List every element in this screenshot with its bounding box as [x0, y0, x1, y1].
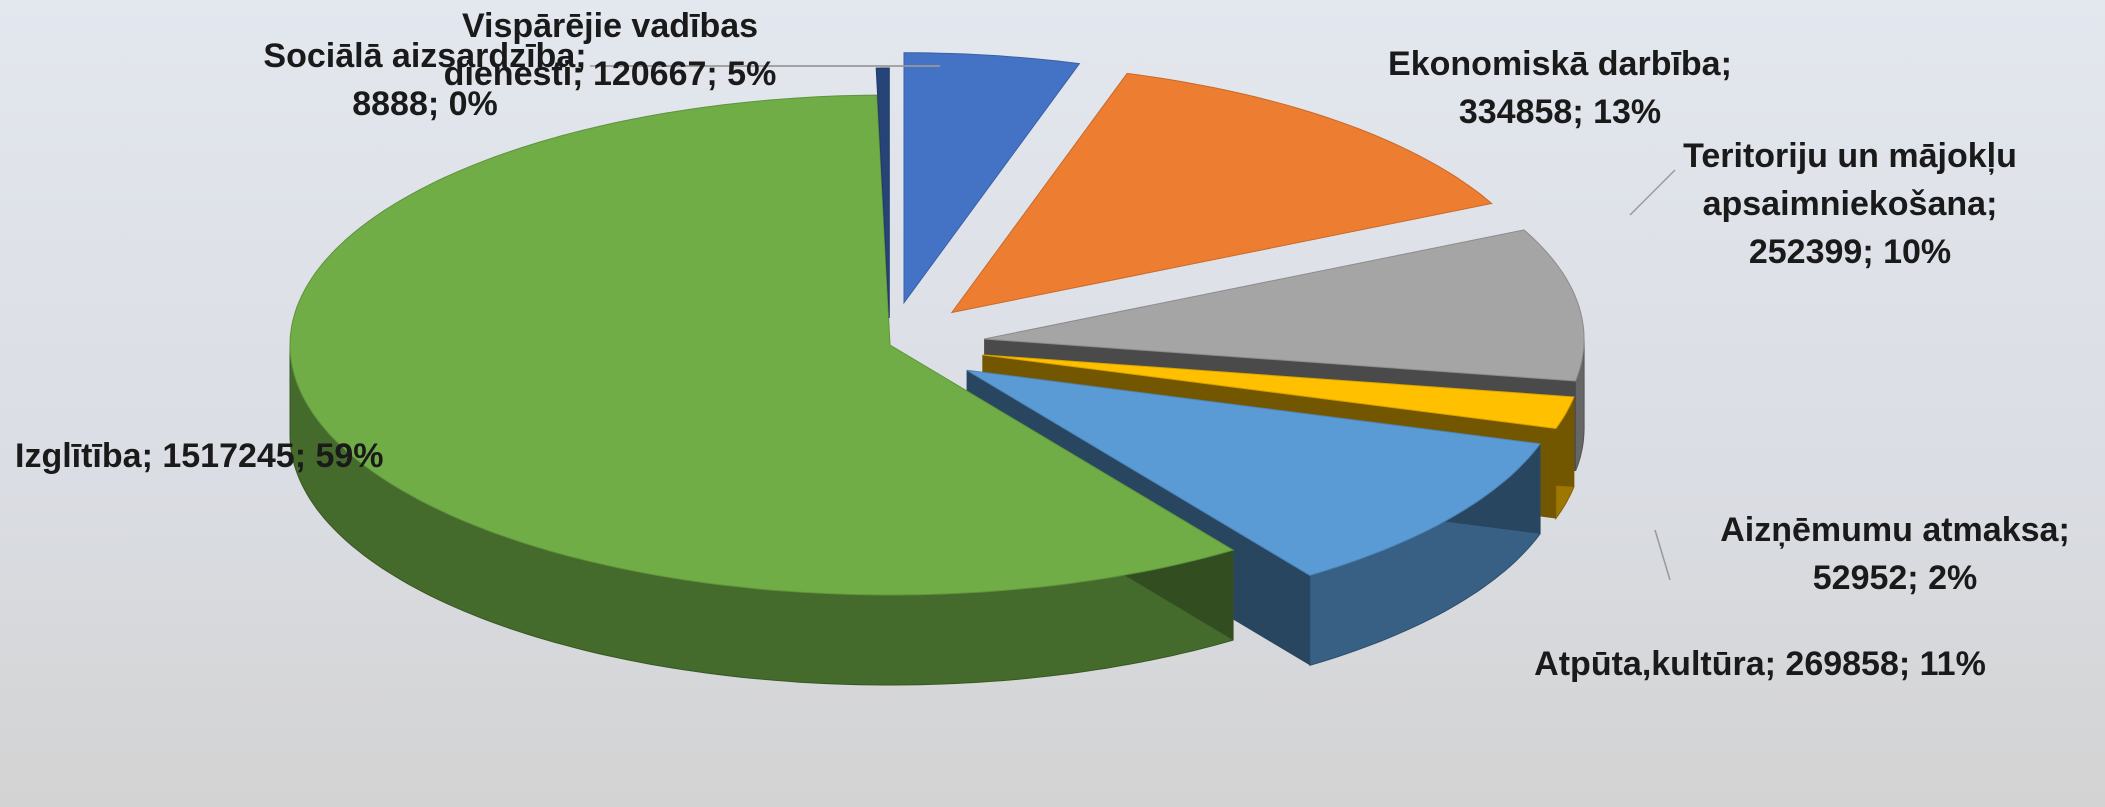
value-label: 269858; 11%: [1785, 645, 1986, 683]
label-separator: ;: [1764, 645, 1786, 683]
leader-line: [1654, 529, 1671, 581]
data-label: Vispārējie vadības dienesti; 120667; 5%: [425, 2, 795, 98]
slice: [966, 369, 1542, 576]
slice: [984, 229, 1585, 382]
category: Sociālā aizsardzība: [263, 37, 576, 75]
category: Izglītība: [15, 437, 142, 475]
slice: [289, 94, 1235, 596]
value-label: 52952; 2%: [1812, 559, 1978, 597]
data-label: Sociālā aizsardzība; 8888; 0%: [245, 32, 605, 128]
value-label: 8888; 0%: [352, 85, 498, 123]
value-label: 120667; 5%: [592, 55, 777, 93]
slice: [982, 354, 1575, 430]
data-label: Izglītība; 1517245; 59%: [15, 432, 485, 480]
slice: [903, 52, 1081, 305]
category: Ekonomiskā darbība: [1388, 45, 1721, 83]
pie-tops: [289, 52, 1585, 596]
data-label: Atpūta,kultūra; 269858; 11%: [1530, 640, 1990, 688]
label-separator: ;: [575, 37, 597, 75]
data-label: Teritoriju un mājokļu apsaimniekošana; 2…: [1645, 132, 2055, 276]
value-label: 334858; 13%: [1458, 93, 1662, 131]
slice: [950, 72, 1493, 314]
slice: [875, 67, 890, 319]
label-separator: ;: [1720, 45, 1742, 83]
category: Atpūta,kultūra: [1534, 645, 1765, 683]
label-separator: ;: [141, 437, 163, 475]
label-separator: ;: [2058, 511, 2080, 549]
data-label: Aizņēmumu atmaksa; 52952; 2%: [1695, 506, 2095, 602]
label-separator: ;: [1986, 185, 2007, 223]
leader-line: [1629, 169, 1676, 216]
data-label: Ekonomiskā darbība; 334858; 13%: [1345, 40, 1775, 136]
label-separator: ;: [572, 55, 593, 93]
value-label: 252399; 10%: [1748, 233, 1952, 271]
category: Aizņēmumu atmaksa: [1720, 511, 2059, 549]
value-label: 1517245; 59%: [162, 437, 384, 475]
category: Teritoriju un mājokļu apsaimniekošana: [1683, 137, 2027, 223]
category: Vispārējie vadības dienesti: [443, 7, 768, 93]
